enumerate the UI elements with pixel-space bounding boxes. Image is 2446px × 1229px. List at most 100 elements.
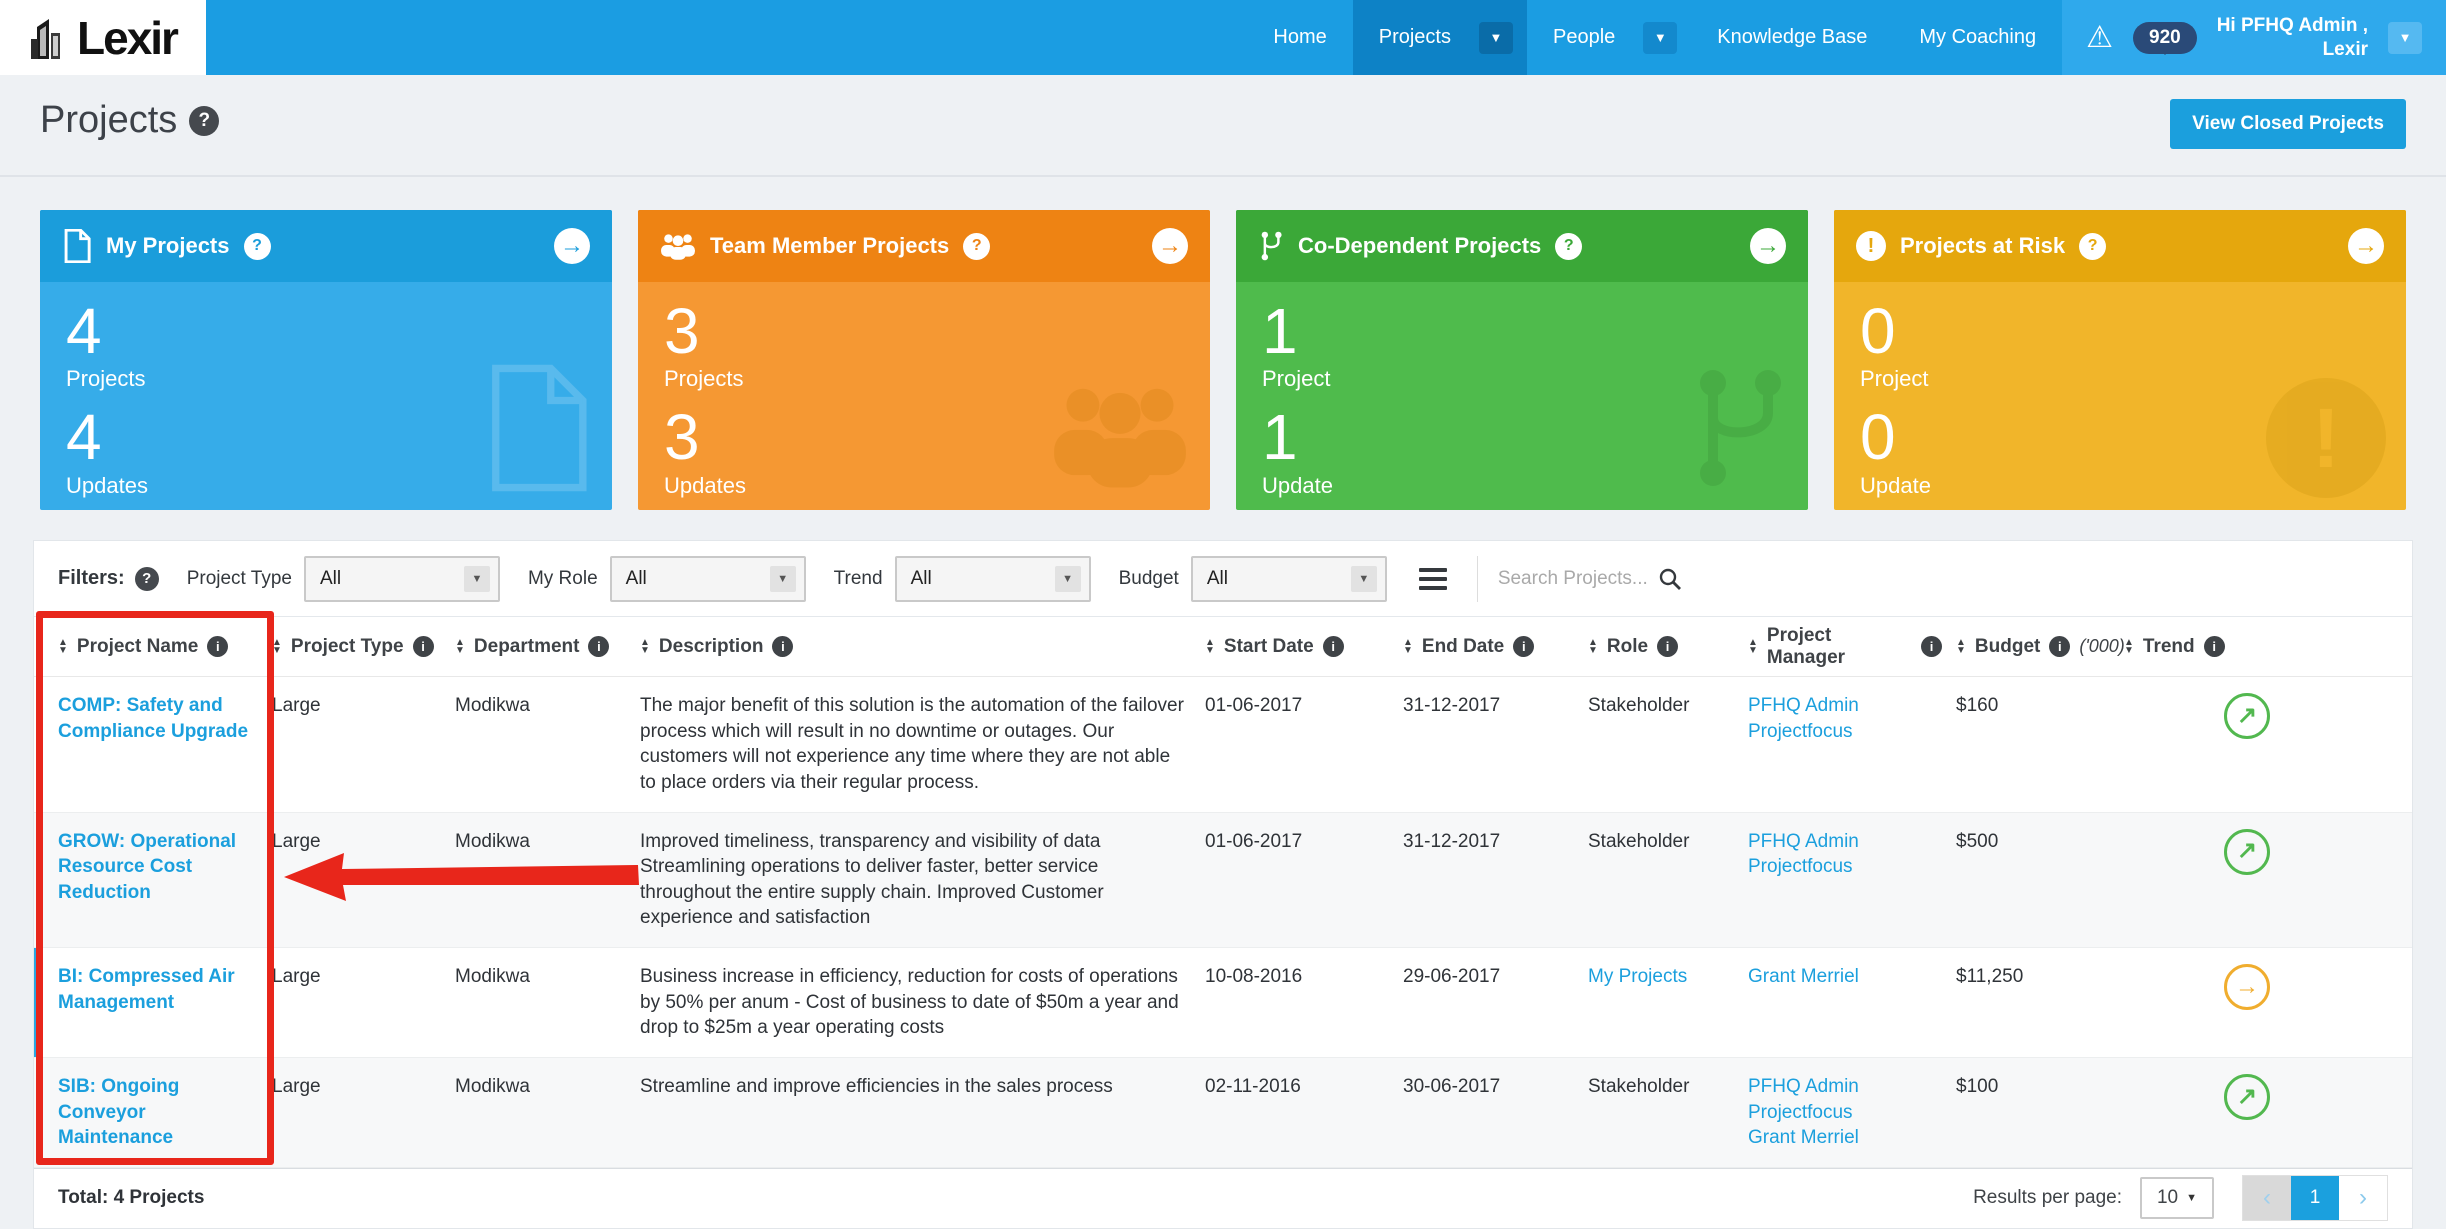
projects-count-label: Project (1860, 366, 1929, 392)
search-icon[interactable] (1658, 567, 1682, 591)
manager-link[interactable]: PFHQ Admin Projectfocus (1748, 695, 1859, 742)
sort-icon[interactable]: ▲ ▼ (1588, 637, 1598, 656)
role-cell-my-projects-link[interactable]: My Projects (1588, 966, 1688, 988)
column-header-project-type[interactable]: ▲ ▼ Project Type i (272, 636, 455, 658)
info-icon[interactable]: i (772, 636, 794, 657)
page-help-icon[interactable]: ? (189, 105, 220, 136)
column-label: Project Manager (1766, 624, 1846, 668)
project-name-link[interactable]: COMP: Safety and Compliance Upgrade (58, 695, 249, 742)
column-header-start-date[interactable]: ▲ ▼ Start Date i (1205, 636, 1403, 658)
column-header-budget[interactable]: ▲ ▼ Budget i ('000) (1956, 636, 2125, 658)
sort-icon[interactable]: ▲ ▼ (1748, 637, 1758, 656)
search-input[interactable] (1497, 567, 1648, 590)
help-icon[interactable]: ? (1555, 232, 1583, 260)
brand-logo[interactable]: Lexir (0, 0, 206, 75)
project-name-link[interactable]: SIB: Ongoing Conveyor Maintenance (58, 1076, 180, 1149)
sort-icon[interactable]: ▲ ▼ (1403, 637, 1413, 656)
filter-label: My Role (527, 567, 598, 589)
view-closed-projects-button[interactable]: View Closed Projects (2170, 99, 2406, 149)
info-icon[interactable]: i (1322, 636, 1344, 657)
project-name-link[interactable]: BI: Compressed Air Management (58, 966, 235, 1013)
card-team-member-body: 3 Projects 3 Updates (638, 282, 1210, 510)
people-dropdown-caret-icon[interactable]: ▼ (1643, 21, 1678, 54)
trend-select[interactable]: All ▼ (894, 555, 1091, 602)
filter-bar: Filters: ? Project Type All ▼ My Role Al… (34, 541, 2412, 617)
results-per-page-select[interactable]: 10 ▼ (2140, 1177, 2214, 1220)
nav-item-knowledge-base[interactable]: Knowledge Base (1717, 26, 1868, 48)
nav-item-projects[interactable]: Projects (1378, 26, 1451, 48)
manager-link[interactable]: Grant Merriel (1748, 966, 1859, 988)
page-title: Projects ? (40, 99, 220, 142)
document-watermark-icon (482, 363, 592, 498)
info-icon[interactable]: i (207, 636, 229, 657)
user-menu-caret-icon[interactable]: ▼ (2388, 21, 2422, 54)
card-my-projects[interactable]: My Projects ? → 4 Projects 4 Updates (40, 210, 612, 510)
sort-icon[interactable]: ▲ ▼ (272, 637, 282, 656)
notification-count-badge[interactable]: 920 (2133, 21, 2197, 55)
current-page-button[interactable]: 1 (2291, 1176, 2339, 1221)
info-icon[interactable]: i (1657, 636, 1679, 657)
warning-triangle-icon[interactable]: ⚠ (2086, 20, 2113, 54)
sort-icon[interactable]: ▲ ▼ (1205, 637, 1215, 656)
info-icon[interactable]: i (2203, 636, 2225, 657)
nav-item-my-coaching[interactable]: My Coaching (1919, 26, 2037, 48)
top-navbar: Lexir Home Projects ▼ People ▼ Knowledge… (0, 0, 2446, 75)
project-name-link[interactable]: GROW: Operational Resource Cost Reductio… (58, 830, 237, 903)
arrow-circle-right-icon[interactable]: → (554, 228, 590, 264)
info-icon[interactable]: i (1921, 636, 1942, 657)
sort-icon[interactable]: ▲ ▼ (455, 637, 465, 656)
card-team-member-header: Team Member Projects ? → (638, 210, 1210, 282)
sort-icon[interactable]: ▲ ▼ (58, 637, 68, 656)
greeting-line1: Hi PFHQ Admin , (2216, 14, 2368, 36)
trend-flat-icon[interactable]: → (2224, 964, 2270, 1011)
manager-link[interactable]: Grant Merriel (1748, 1127, 1859, 1149)
card-at-risk-body: 0 Project 0 Update ! (1834, 282, 2406, 510)
trend-up-icon[interactable]: ↗ (2224, 1074, 2270, 1121)
arrow-circle-right-icon[interactable]: → (1750, 228, 1786, 264)
card-co-dependent-projects[interactable]: Co-Dependent Projects ? → 1 Project 1 Up… (1236, 210, 1808, 510)
info-icon[interactable]: i (1513, 636, 1535, 657)
next-page-button[interactable]: › (2339, 1176, 2387, 1221)
help-icon[interactable]: ? (963, 232, 991, 260)
column-header-trend[interactable]: ▲ ▼ Trend i (2124, 636, 2388, 658)
column-header-department[interactable]: ▲ ▼ Department i (455, 636, 640, 658)
trend-up-icon[interactable]: ↗ (2224, 693, 2270, 739)
filters-help-icon[interactable]: ? (134, 566, 159, 591)
column-header-project-manager[interactable]: ▲ ▼ Project Manager i (1748, 625, 1956, 669)
previous-page-button[interactable]: ‹ (2243, 1176, 2291, 1221)
arrow-circle-right-icon[interactable]: → (1152, 228, 1188, 264)
nav-item-people[interactable]: People (1552, 26, 1616, 48)
updates-count: 1 (1262, 401, 1298, 474)
manager-link[interactable]: PFHQ Admin Projectfocus (1748, 830, 1859, 878)
project-type-select[interactable]: All ▼ (303, 555, 500, 602)
sort-icon[interactable]: ▲ ▼ (2124, 637, 2134, 656)
info-icon[interactable]: i (412, 636, 434, 657)
sort-icon[interactable]: ▲ ▼ (1956, 637, 1966, 656)
nav-group-projects: Projects ▼ (1352, 0, 1527, 75)
card-at-risk-header: ! Projects at Risk ? → (1834, 210, 2406, 282)
info-icon[interactable]: i (588, 636, 610, 657)
budget-select[interactable]: All ▼ (1190, 555, 1387, 602)
column-header-role[interactable]: ▲ ▼ Role i (1588, 636, 1748, 658)
sort-icon[interactable]: ▲ ▼ (640, 637, 650, 656)
card-team-member-projects[interactable]: Team Member Projects ? → 3 Projects 3 Up… (638, 210, 1210, 510)
start-date-cell: 10-08-2016 (1205, 966, 1303, 988)
card-projects-at-risk[interactable]: ! Projects at Risk ? → 0 Project 0 Updat… (1834, 210, 2406, 510)
help-icon[interactable]: ? (2079, 232, 2107, 260)
arrow-circle-right-icon[interactable]: → (2348, 228, 2384, 264)
projects-dropdown-caret-icon[interactable]: ▼ (1478, 21, 1513, 54)
description-cell: Improved timeliness, transparency and vi… (640, 830, 1104, 929)
trend-up-icon[interactable]: ↗ (2224, 828, 2270, 875)
selected-value: All (910, 567, 932, 589)
column-header-description[interactable]: ▲ ▼ Description i (640, 636, 1205, 658)
pagination: ‹ 1 › (2242, 1175, 2388, 1222)
column-header-end-date[interactable]: ▲ ▼ End Date i (1403, 636, 1588, 658)
column-menu-icon[interactable] (1418, 567, 1447, 590)
card-co-dependent-body: 1 Project 1 Update (1236, 282, 1808, 510)
manager-link[interactable]: PFHQ Admin Projectfocus (1748, 1076, 1859, 1123)
column-header-project-name[interactable]: ▲ ▼ Project Name i (58, 636, 272, 658)
help-icon[interactable]: ? (243, 232, 271, 260)
nav-item-home[interactable]: Home (1273, 26, 1327, 48)
info-icon[interactable]: i (2049, 636, 2071, 657)
my-role-select[interactable]: All ▼ (609, 555, 806, 602)
